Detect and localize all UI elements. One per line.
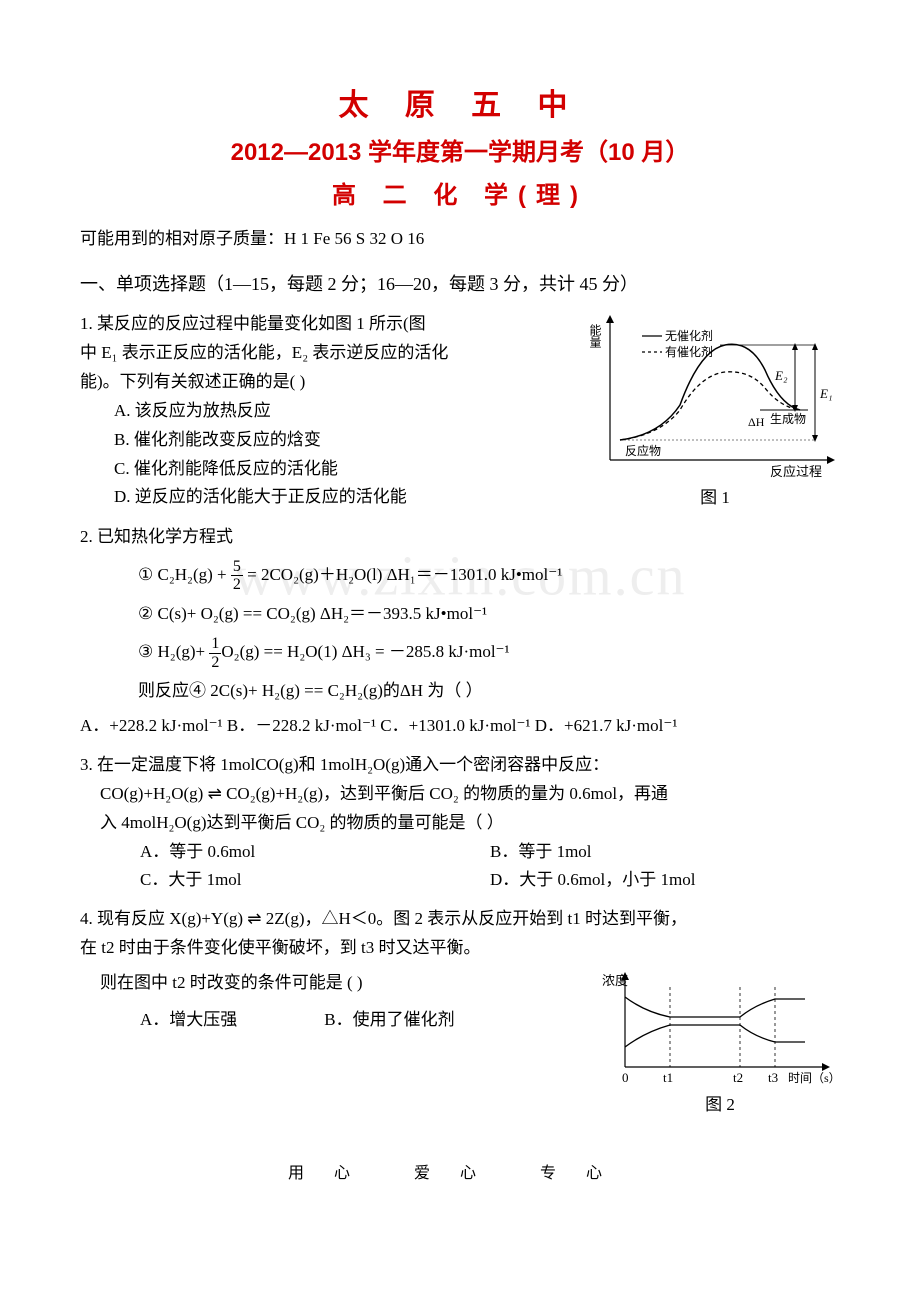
t2-label: t2 [733,1070,743,1085]
q2-eq4: 则反应④ 2C(s)+ H₂(g) == C₂H₂(g)的ΔH 为（ ） [138,677,840,706]
q4-l1: 4. 现有反应 X(g)+Y(g) ⇌ 2Z(g)，△H＜0。图 2 表示从反应… [80,905,840,934]
t3-label: t3 [768,1070,778,1085]
q3-l2a: CO(g)+H₂O(g) [100,784,208,803]
q4-optB: B．使用了催化剂 [324,1010,454,1029]
dH-label: ΔH [748,415,765,429]
figure-1-label: 图 1 [590,484,840,513]
q4-l2: 在 t2 时由于条件变化使平衡破坏，到 t3 时又达平衡。 [80,934,840,963]
q4-optA: A．增大压强 [140,1006,320,1035]
footer-line: 用心 爱心 专心 [80,1160,840,1187]
q2-lead: 2. 已知热化学方程式 [80,523,840,552]
figure-1: 反应物 生成物 ΔH E₁ E₂ [590,310,840,513]
product-label: 生成物 [770,412,806,426]
x-axis-label-2: 时间（s） [788,1071,840,1085]
conc-time-svg: 浓度 0 t1 t2 t3 时间（s） [600,967,840,1087]
q2-eq3: ③ H₂(g)+ 12O₂(g) == H₂O(1) ΔH₃ = －285.8 … [138,635,840,671]
subject-line: 高 二 化 学(理) [80,176,840,217]
fraction-5-2: 52 [231,558,243,594]
q2-eq3-head: ③ H₂(g)+ [138,642,209,661]
E2-label: E₂ [774,368,788,383]
q2-eq2: ② C(s)+ O₂(g) == CO₂(g) ΔH₂＝－393.5 kJ•mo… [138,600,840,629]
t1-label: t1 [663,1070,673,1085]
reactant-label: 反应物 [625,443,661,458]
question-2: 2. 已知热化学方程式 ① C₂H₂(g) + 52 = 2CO₂(g)＋H₂O… [80,523,840,741]
question-1: 反应物 生成物 ΔH E₁ E₂ [80,310,840,513]
q2-eq3-tail: O₂(g) == H₂O(1) ΔH₃ = －285.8 kJ·mol⁻¹ [221,642,509,661]
q3-l3: 入 4molH₂O(g)达到平衡后 CO₂ 的物质的量可能是（ ） [80,809,840,838]
fraction-1-2: 12 [209,635,221,671]
figure-2: 浓度 0 t1 t2 t3 时间（s） 图 2 [600,967,840,1120]
question-3: 3. 在一定温度下将 1molCO(g)和 1molH₂O(g)通入一个密闭容器… [80,751,840,895]
legend-catalyst: 有催化剂 [665,344,713,359]
t0-label: 0 [622,1070,629,1085]
q2-eq1-tail: = 2CO₂(g)＋H₂O(l) ΔH₁＝－1301.0 kJ•mol⁻¹ [243,565,562,584]
q3-optB: B．等于 1mol [490,838,840,867]
q3-optC: C．大于 1mol [140,866,490,895]
q2-eq1: ① C₂H₂(g) + 52 = 2CO₂(g)＋H₂O(l) ΔH₁＝－130… [138,558,840,594]
title-block: 太 原 五 中 2012—2013 学年度第一学期月考（10 月） 高 二 化 … [80,80,840,217]
equilibrium-arrow-icon: ⇌ [208,784,222,803]
section-heading: 一、单项选择题（1—15，每题 2 分；16—20，每题 3 分，共计 45 分… [80,269,840,300]
q3-optA: A．等于 0.6mol [140,838,490,867]
E1-label: E₁ [819,386,832,401]
q3-optD: D．大于 0.6mol，小于 1mol [490,866,840,895]
q4-l1b: 2Z(g)，△H＜0。图 2 表示从反应开始到 t1 时达到平衡， [262,909,687,928]
q2-eq1-head: ① C₂H₂(g) + [138,565,231,584]
legend-no-catalyst: 无催化剂 [665,328,713,343]
q4-l1a: 4. 现有反应 X(g)+Y(g) [80,909,247,928]
x-axis-label: 反应过程 [770,464,822,479]
figure-2-label: 图 2 [600,1091,840,1120]
term-line: 2012—2013 学年度第一学期月考（10 月） [80,133,840,174]
q3-l1: 3. 在一定温度下将 1molCO(g)和 1molH₂O(g)通入一个密闭容器… [80,751,840,780]
school-name: 太 原 五 中 [80,80,840,131]
energy-diagram-svg: 反应物 生成物 ΔH E₁ E₂ [590,310,840,480]
question-4: 4. 现有反应 X(g)+Y(g) ⇌ 2Z(g)，△H＜0。图 2 表示从反应… [80,905,840,1120]
q3-l2b: CO₂(g)+H₂(g)，达到平衡后 CO₂ 的物质的量为 0.6mol，再通 [222,784,668,803]
atomic-mass-line: 可能用到的相对原子质量：H 1 Fe 56 S 32 O 16 [80,225,840,254]
q2-options: A．+228.2 kJ·mol⁻¹ B．－228.2 kJ·mol⁻¹ C．+1… [80,712,840,741]
y-axis-label-2: 浓度 [602,973,628,988]
equilibrium-arrow-icon: ⇌ [247,909,261,928]
y-axis-label: 能量 [590,324,602,348]
q3-l2: CO(g)+H₂O(g) ⇌ CO₂(g)+H₂(g)，达到平衡后 CO₂ 的物… [80,780,840,809]
